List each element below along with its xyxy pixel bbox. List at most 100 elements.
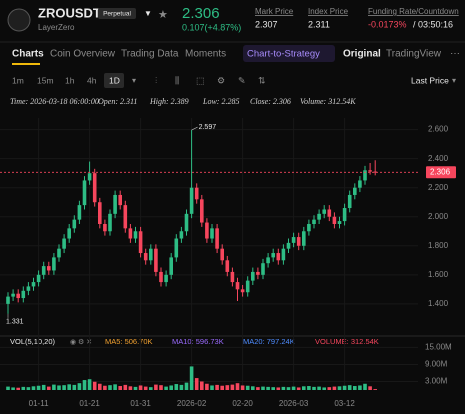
view-option[interactable]: TradingView bbox=[386, 49, 442, 60]
coin-logo bbox=[7, 8, 31, 32]
volume-bar bbox=[47, 386, 51, 390]
candle-body bbox=[317, 213, 321, 220]
interval[interactable]: 1h bbox=[65, 75, 75, 85]
candle-body bbox=[235, 282, 240, 290]
candle-body bbox=[210, 228, 214, 239]
candle-body bbox=[194, 187, 199, 200]
volume-bar bbox=[31, 386, 36, 390]
interval[interactable]: 15m bbox=[37, 75, 54, 85]
interval[interactable]: 1m bbox=[12, 75, 24, 85]
dropdown-arrow[interactable]: ▼ bbox=[144, 9, 152, 18]
info-close: Close: 2.306 bbox=[250, 97, 291, 106]
volume-bar bbox=[72, 384, 77, 390]
funding-label: Funding Rate/Countdown bbox=[368, 7, 459, 16]
interval-active-bg bbox=[104, 73, 124, 88]
strategy-bg bbox=[243, 45, 335, 62]
last-price-tag-bg bbox=[426, 166, 456, 179]
candle-body bbox=[332, 216, 337, 224]
price-type-arrow[interactable]: ▾ bbox=[452, 76, 456, 85]
favorite-star[interactable]: ★ bbox=[158, 9, 168, 21]
volume-bar bbox=[52, 384, 56, 390]
volume-bar bbox=[41, 384, 46, 390]
volume-bar bbox=[21, 386, 26, 390]
candle-body bbox=[62, 238, 66, 249]
interval[interactable]: 1D bbox=[109, 75, 120, 85]
volume-bar bbox=[179, 384, 184, 390]
candle-body bbox=[72, 219, 77, 229]
tab[interactable]: Coin Overview bbox=[50, 49, 116, 60]
volume-bar bbox=[174, 384, 179, 390]
x-tick-label: 2026-03 bbox=[279, 399, 309, 408]
tab[interactable]: Trading Data bbox=[121, 49, 179, 60]
tool-icon[interactable]: ✎ bbox=[238, 75, 246, 85]
candle-body bbox=[200, 199, 204, 223]
candle-body bbox=[245, 280, 250, 293]
volume-tick-label: 15.00M bbox=[425, 343, 452, 352]
candle-body bbox=[240, 289, 245, 293]
volume-bar bbox=[337, 386, 342, 390]
tool-icon[interactable]: ⫶ bbox=[155, 75, 157, 85]
volume-bar bbox=[261, 386, 265, 390]
candle-body bbox=[47, 266, 51, 271]
interval[interactable]: 4h bbox=[87, 75, 97, 85]
candle-body bbox=[174, 238, 179, 258]
candle-body bbox=[307, 224, 311, 232]
y-tick-label: 1.600 bbox=[428, 270, 449, 279]
volume-bar bbox=[281, 386, 286, 390]
volume-bar bbox=[220, 385, 224, 390]
volume-value: VOLUME: 312.54K bbox=[315, 337, 379, 346]
volume-bar bbox=[363, 383, 367, 390]
volume-bar bbox=[205, 383, 209, 390]
volume-bar bbox=[77, 383, 82, 390]
min-label: 1.331 bbox=[6, 319, 24, 326]
volume-bar bbox=[164, 386, 168, 390]
toolbar-icons: ⫶ ⫼ ⬚ ⚙ ✎ ⇅ bbox=[155, 75, 266, 85]
badge: Perpetual bbox=[103, 11, 131, 18]
tab[interactable]: Chart-to-Strategy bbox=[247, 49, 320, 60]
indicator-icons[interactable]: ◉ ⚙ ✕ bbox=[70, 338, 92, 346]
more[interactable]: ⋯ bbox=[450, 49, 460, 60]
last-price: 2.306 bbox=[182, 5, 220, 22]
candle-body bbox=[36, 274, 41, 283]
volume-bar bbox=[286, 387, 291, 390]
tab[interactable]: Moments bbox=[185, 49, 226, 60]
volume-bar bbox=[123, 384, 128, 390]
volume-bar bbox=[245, 385, 250, 390]
x-tick-label: 01-11 bbox=[29, 399, 49, 408]
candle-body bbox=[296, 237, 301, 246]
candle-body bbox=[256, 271, 260, 275]
tool-icon[interactable]: ⇅ bbox=[258, 75, 266, 85]
volume-bar bbox=[169, 385, 173, 390]
candle-body bbox=[312, 219, 316, 224]
candle-body bbox=[92, 173, 97, 203]
volume-bar bbox=[143, 386, 148, 390]
candle-body bbox=[353, 187, 357, 195]
volume-bar bbox=[307, 386, 311, 390]
volume-bar bbox=[113, 384, 117, 390]
volume-bar bbox=[36, 385, 41, 390]
tool-icon[interactable]: ⬚ bbox=[196, 75, 205, 85]
volume-bar bbox=[159, 385, 163, 390]
interval-more[interactable]: ▾ bbox=[132, 76, 136, 85]
candle-body bbox=[138, 231, 143, 254]
volume-bar bbox=[302, 386, 306, 390]
y-tick-label: 1.800 bbox=[428, 241, 449, 250]
tool-icon[interactable]: ⚙ bbox=[217, 75, 225, 85]
symbol[interactable]: ZROUSDT bbox=[38, 5, 101, 20]
volume-bar bbox=[332, 386, 337, 390]
volume-bar bbox=[210, 385, 214, 390]
volume-bar bbox=[358, 385, 362, 390]
candle-body bbox=[87, 173, 92, 181]
tab[interactable]: Charts bbox=[12, 49, 44, 60]
view-option[interactable]: Original bbox=[343, 49, 381, 60]
tool-icon[interactable]: ⫼ bbox=[175, 75, 179, 85]
volume-bar bbox=[92, 381, 97, 390]
candle-body bbox=[347, 194, 352, 209]
volume-bar bbox=[353, 386, 357, 390]
y-tick-label: 2.200 bbox=[428, 183, 449, 192]
volume-bar bbox=[276, 387, 281, 390]
candle-body bbox=[358, 180, 362, 188]
price-type[interactable]: Last Price bbox=[411, 75, 449, 85]
volume-bar bbox=[347, 385, 352, 390]
